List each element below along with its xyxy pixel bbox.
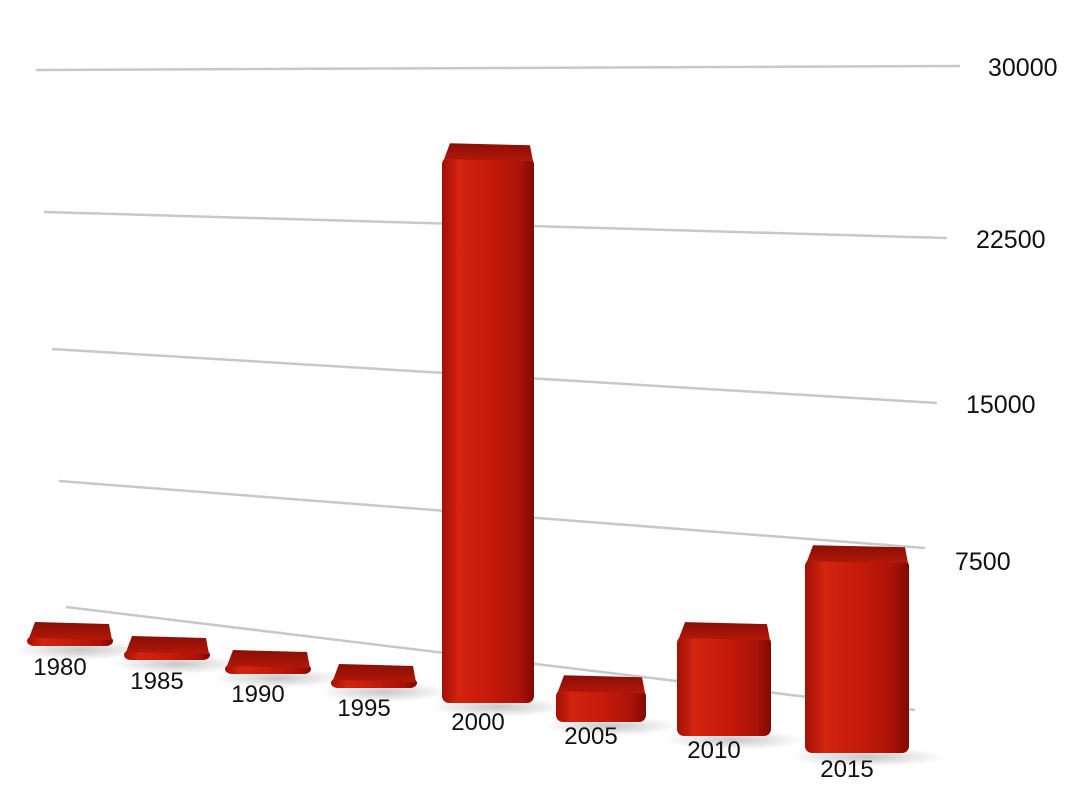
y-tick-label-30000: 30000 — [988, 54, 1058, 82]
bar-front-2000 — [442, 157, 534, 704]
bars — [15, 143, 945, 767]
bar-front-2010 — [677, 636, 771, 736]
bar-1985 — [112, 636, 242, 674]
x-axis-labels: 1980 1985 1990 1995 2000 2005 2010 2015 — [33, 654, 873, 783]
bar-2010 — [663, 622, 805, 750]
bar-top-1990 — [227, 650, 310, 668]
x-tick-label-1995: 1995 — [337, 695, 390, 722]
bar-top-2015 — [807, 545, 908, 564]
x-tick-label-2005: 2005 — [564, 723, 617, 750]
y-tick-label-15000: 15000 — [966, 391, 1036, 419]
bar-2005 — [543, 675, 679, 736]
x-tick-label-1990: 1990 — [231, 681, 284, 708]
y-tick-label-22500: 22500 — [976, 226, 1046, 254]
x-tick-label-1985: 1985 — [130, 668, 183, 695]
bar-top-1980 — [29, 622, 112, 640]
x-tick-label-1980: 1980 — [33, 654, 86, 681]
bar-top-2010 — [679, 622, 770, 641]
y-axis-ticks: 7500 15000 22500 30000 — [955, 54, 1058, 576]
bar-top-2005 — [558, 675, 645, 694]
bar-1995 — [319, 664, 449, 702]
bar-top-2000 — [444, 143, 533, 162]
x-tick-label-2000: 2000 — [451, 709, 504, 736]
bar-2015 — [789, 545, 945, 767]
bar-1980 — [15, 622, 145, 660]
bar-front-2015 — [805, 559, 909, 753]
x-tick-label-2015: 2015 — [820, 756, 873, 783]
gridline-30000 — [35, 64, 961, 72]
bar-front-2005 — [556, 689, 646, 722]
y-tick-label-7500: 7500 — [955, 548, 1011, 576]
bar-top-1995 — [333, 664, 416, 682]
bar-1990 — [213, 650, 343, 688]
bar-2000 — [429, 143, 567, 717]
bar-top-1985 — [126, 636, 209, 654]
x-tick-label-2010: 2010 — [687, 737, 740, 764]
